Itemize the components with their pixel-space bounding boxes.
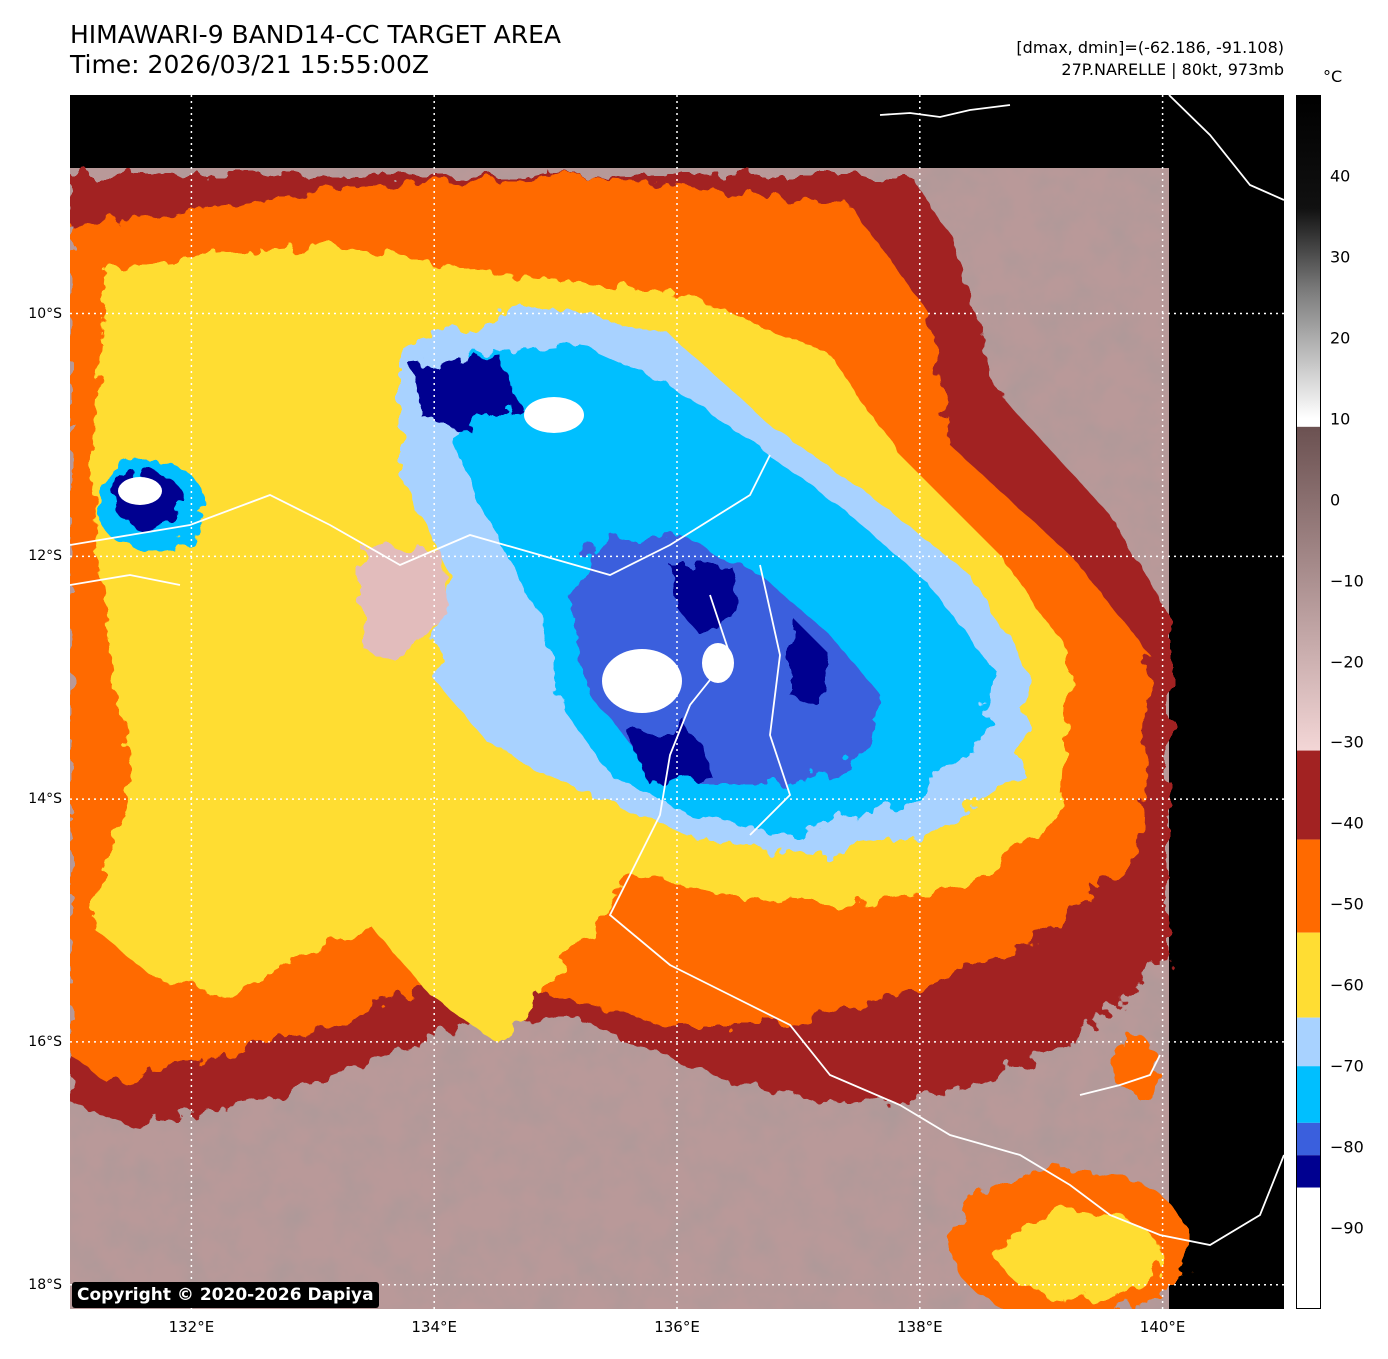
- copyright-badge: Copyright © 2020-2026 Dapiya: [72, 1282, 379, 1308]
- lon-label: 134°E: [411, 1318, 457, 1336]
- southeast-cell: [950, 1035, 1190, 1309]
- lat-label: 12°S: [28, 548, 62, 565]
- lon-label: 136°E: [654, 1318, 700, 1336]
- colorbar-unit: °C: [1323, 67, 1343, 86]
- coldest-top-4: [118, 477, 162, 505]
- colorbar-tick: 10: [1330, 409, 1351, 429]
- lat-label: 14°S: [28, 791, 62, 808]
- layer-navy-nw: [410, 355, 520, 430]
- lat-label: 16°S: [28, 1033, 62, 1050]
- title-line-2: Time: 2026/03/21 15:55:00Z: [70, 50, 429, 79]
- coldest-top-3: [524, 397, 584, 433]
- lon-label: 140°E: [1139, 1318, 1186, 1336]
- royal-blue-segment: [1296, 1122, 1321, 1156]
- colorbar-tick: −40: [1330, 813, 1364, 833]
- storm-info: 27P.NARELLE | 80kt, 973mb: [1061, 60, 1284, 79]
- cyan-segment: [1296, 1066, 1321, 1123]
- colorbar-tick: −30: [1330, 732, 1364, 752]
- colorbar-tick: −20: [1330, 652, 1364, 672]
- colorbar-tick: −90: [1330, 1218, 1364, 1238]
- dark-red-segment: [1296, 750, 1321, 840]
- coldest-top-2: [702, 643, 734, 683]
- colorbar-tick: 0: [1330, 490, 1341, 510]
- light-blue-segment: [1296, 1017, 1321, 1067]
- colorbar: [1296, 95, 1321, 1309]
- colorbar-tick: −70: [1330, 1056, 1364, 1076]
- colorbar-tick: 30: [1330, 247, 1351, 267]
- colorbar-tick: −10: [1330, 571, 1364, 591]
- lat-label: 18°S: [28, 1276, 62, 1293]
- colorbar-tick: −80: [1330, 1137, 1364, 1157]
- orange-segment: [1296, 839, 1321, 933]
- colorbar-tick: −50: [1330, 894, 1364, 914]
- warm-gradient-segment: [1296, 95, 1321, 419]
- clear-pocket: [360, 545, 450, 665]
- layer-navy-core-a: [670, 565, 740, 635]
- lon-label: 138°E: [896, 1318, 943, 1336]
- brown-pink-segment: [1296, 426, 1321, 751]
- colorbar-tick: 40: [1330, 166, 1351, 186]
- coldest-segment: [1296, 1187, 1321, 1309]
- west-cell: [95, 460, 205, 550]
- layer-navy-core-b: [790, 615, 830, 705]
- navy-segment: [1296, 1155, 1321, 1188]
- data-range: [dmax, dmin]=(-62.186, -91.108): [1016, 38, 1284, 57]
- colorbar-tick: 20: [1330, 328, 1351, 348]
- coastlines: [70, 95, 1284, 1246]
- lat-label: 10°S: [28, 305, 62, 322]
- yellow-segment: [1296, 932, 1321, 1018]
- coldest-top-1: [602, 649, 682, 713]
- white-segment: [1296, 418, 1321, 427]
- colorbar-tick: −60: [1330, 975, 1364, 995]
- cloud-layers: [70, 175, 1169, 1125]
- title-line-1: HIMAWARI-9 BAND14-CC TARGET AREA: [70, 20, 562, 49]
- satellite-map: [70, 95, 1284, 1309]
- graticule: [70, 95, 1284, 1309]
- lon-label: 132°E: [168, 1318, 215, 1336]
